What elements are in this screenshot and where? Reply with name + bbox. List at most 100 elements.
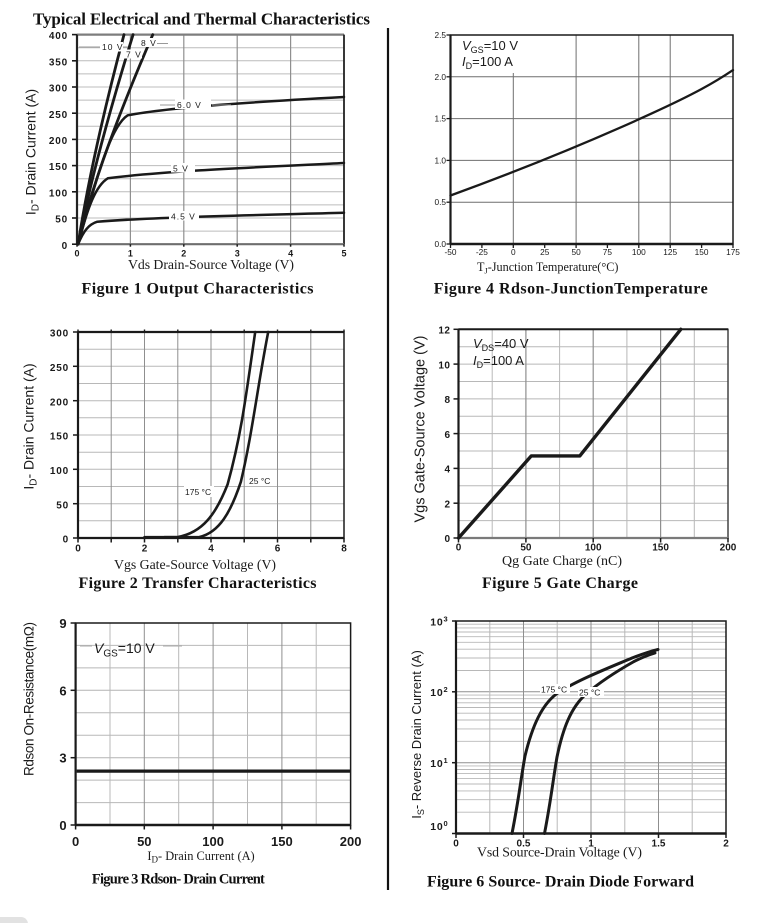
svg-text:9: 9: [59, 616, 66, 631]
svg-text:Qg Gate Charge (nC): Qg Gate Charge (nC): [502, 554, 622, 569]
svg-text:1: 1: [128, 249, 133, 259]
svg-text:2.0: 2.0: [434, 72, 446, 82]
svg-text:200: 200: [50, 397, 69, 408]
svg-text:Vsd Source-Drain Voltage (V): Vsd Source-Drain Voltage (V): [477, 845, 642, 861]
svg-text:7 V: 7 V: [126, 50, 142, 60]
svg-text:175: 175: [726, 247, 740, 257]
svg-text:0.5: 0.5: [434, 197, 446, 207]
svg-text:100: 100: [585, 543, 602, 554]
svg-text:VDS=40 V: VDS=40 V: [473, 336, 529, 353]
svg-text:Figure 2 Transfer Characterist: Figure 2 Transfer Characteristics: [79, 575, 317, 592]
svg-text:2: 2: [444, 499, 450, 510]
svg-text:103: 103: [430, 614, 448, 628]
svg-text:250: 250: [49, 110, 68, 121]
svg-text:-50: -50: [445, 247, 457, 257]
svg-text:300: 300: [50, 329, 69, 340]
svg-text:200: 200: [720, 543, 737, 554]
svg-text:0.5: 0.5: [517, 839, 531, 850]
svg-text:0: 0: [62, 241, 68, 252]
svg-text:6.0 V: 6.0 V: [177, 100, 202, 110]
svg-text:175 °C: 175 °C: [541, 685, 567, 695]
svg-text:Figure 4 Rdson-JunctionTempera: Figure 4 Rdson-JunctionTemperature: [434, 281, 708, 298]
svg-text:50: 50: [520, 543, 532, 554]
svg-text:VGS=10 V: VGS=10 V: [94, 640, 155, 660]
svg-text:Figure 5 Gate Charge: Figure 5 Gate Charge: [482, 575, 638, 592]
svg-text:1.5: 1.5: [434, 114, 446, 124]
svg-text:ID- Drain Current (A): ID- Drain Current (A): [147, 849, 254, 865]
svg-text:0: 0: [75, 544, 81, 555]
svg-text:75: 75: [603, 247, 613, 257]
svg-text:TJ-Junction Temperature(°C): TJ-Junction Temperature(°C): [477, 260, 618, 276]
svg-text:2.5: 2.5: [434, 30, 446, 40]
svg-text:25 °C: 25 °C: [579, 688, 600, 698]
svg-text:2: 2: [181, 249, 186, 259]
svg-text:300: 300: [49, 84, 68, 95]
svg-text:VGS=10 V: VGS=10 V: [462, 38, 518, 55]
svg-text:150: 150: [695, 247, 709, 257]
svg-text:100: 100: [49, 188, 68, 199]
svg-text:200: 200: [340, 834, 362, 849]
svg-text:0: 0: [59, 818, 66, 833]
svg-text:1.5: 1.5: [652, 839, 666, 850]
svg-text:8: 8: [444, 395, 450, 406]
svg-text:ID- Drain Current (A): ID- Drain Current (A): [23, 89, 42, 215]
svg-text:Figure 6 Source- Drain Diode F: Figure 6 Source- Drain Diode Forward: [427, 874, 694, 891]
svg-text:Figure 3 Rdson- Drain Current: Figure 3 Rdson- Drain Current: [92, 872, 265, 888]
svg-text:6: 6: [275, 544, 281, 555]
svg-text:150: 150: [50, 432, 69, 443]
svg-text:5: 5: [341, 249, 346, 259]
svg-text:ID=100 A: ID=100 A: [462, 54, 513, 71]
svg-text:Vds Drain-Source Voltage (V): Vds Drain-Source Voltage (V): [128, 257, 294, 273]
svg-text:6: 6: [444, 430, 450, 441]
svg-text:100: 100: [202, 834, 224, 849]
svg-text:10: 10: [438, 360, 450, 371]
svg-text:0: 0: [74, 249, 79, 259]
svg-text:100: 100: [632, 247, 646, 257]
svg-text:Vgs Gate-Source Voltage (V): Vgs Gate-Source Voltage (V): [114, 557, 276, 573]
svg-text:50: 50: [571, 247, 581, 257]
svg-text:100: 100: [50, 466, 69, 477]
svg-text:150: 150: [49, 162, 68, 173]
svg-text:8: 8: [341, 544, 347, 555]
svg-text:8 V: 8 V: [141, 38, 157, 48]
svg-text:1.0: 1.0: [434, 155, 446, 165]
svg-text:50: 50: [137, 834, 151, 849]
svg-text:200: 200: [49, 136, 68, 147]
svg-text:6: 6: [59, 683, 66, 698]
svg-text:350: 350: [49, 57, 68, 68]
svg-text:0: 0: [453, 839, 459, 850]
svg-text:400: 400: [49, 31, 68, 42]
svg-text:IS- Reverse Drain Current (A): IS- Reverse Drain Current (A): [409, 650, 426, 819]
svg-text:5 V: 5 V: [173, 164, 189, 174]
svg-text:0: 0: [511, 247, 516, 257]
svg-text:250: 250: [50, 363, 69, 374]
svg-text:4: 4: [208, 544, 214, 555]
svg-text:100: 100: [430, 819, 448, 833]
svg-text:12: 12: [438, 326, 450, 337]
svg-text:Rdson On-Resistance(mΩ): Rdson On-Resistance(mΩ): [22, 622, 37, 776]
svg-text:150: 150: [271, 834, 293, 849]
svg-text:3: 3: [235, 249, 240, 259]
svg-text:0: 0: [444, 534, 450, 545]
svg-text:10 V: 10 V: [102, 42, 124, 52]
svg-text:0.0: 0.0: [434, 239, 446, 249]
svg-text:ID- Drain Current (A): ID- Drain Current (A): [21, 363, 40, 489]
svg-text:50: 50: [55, 215, 68, 226]
svg-text:4: 4: [444, 465, 450, 476]
svg-text:0: 0: [63, 535, 69, 546]
svg-text:25 °C: 25 °C: [249, 476, 270, 486]
svg-text:125: 125: [663, 247, 677, 257]
svg-text:150: 150: [652, 543, 669, 554]
svg-text:101: 101: [430, 756, 448, 770]
svg-text:3: 3: [59, 751, 66, 766]
svg-text:Typical Electrical and Thermal: Typical Electrical and Thermal Character…: [33, 10, 370, 29]
svg-text:25: 25: [540, 247, 550, 257]
svg-text:102: 102: [430, 685, 448, 699]
svg-text:2: 2: [142, 544, 148, 555]
svg-text:4: 4: [288, 249, 293, 259]
svg-text:ID=100 A: ID=100 A: [473, 353, 524, 370]
svg-text:1: 1: [588, 839, 594, 850]
svg-text:50: 50: [56, 500, 69, 511]
svg-text:Vgs Gate-Source Voltage (V): Vgs Gate-Source Voltage (V): [413, 336, 429, 523]
svg-text:-25: -25: [476, 247, 488, 257]
